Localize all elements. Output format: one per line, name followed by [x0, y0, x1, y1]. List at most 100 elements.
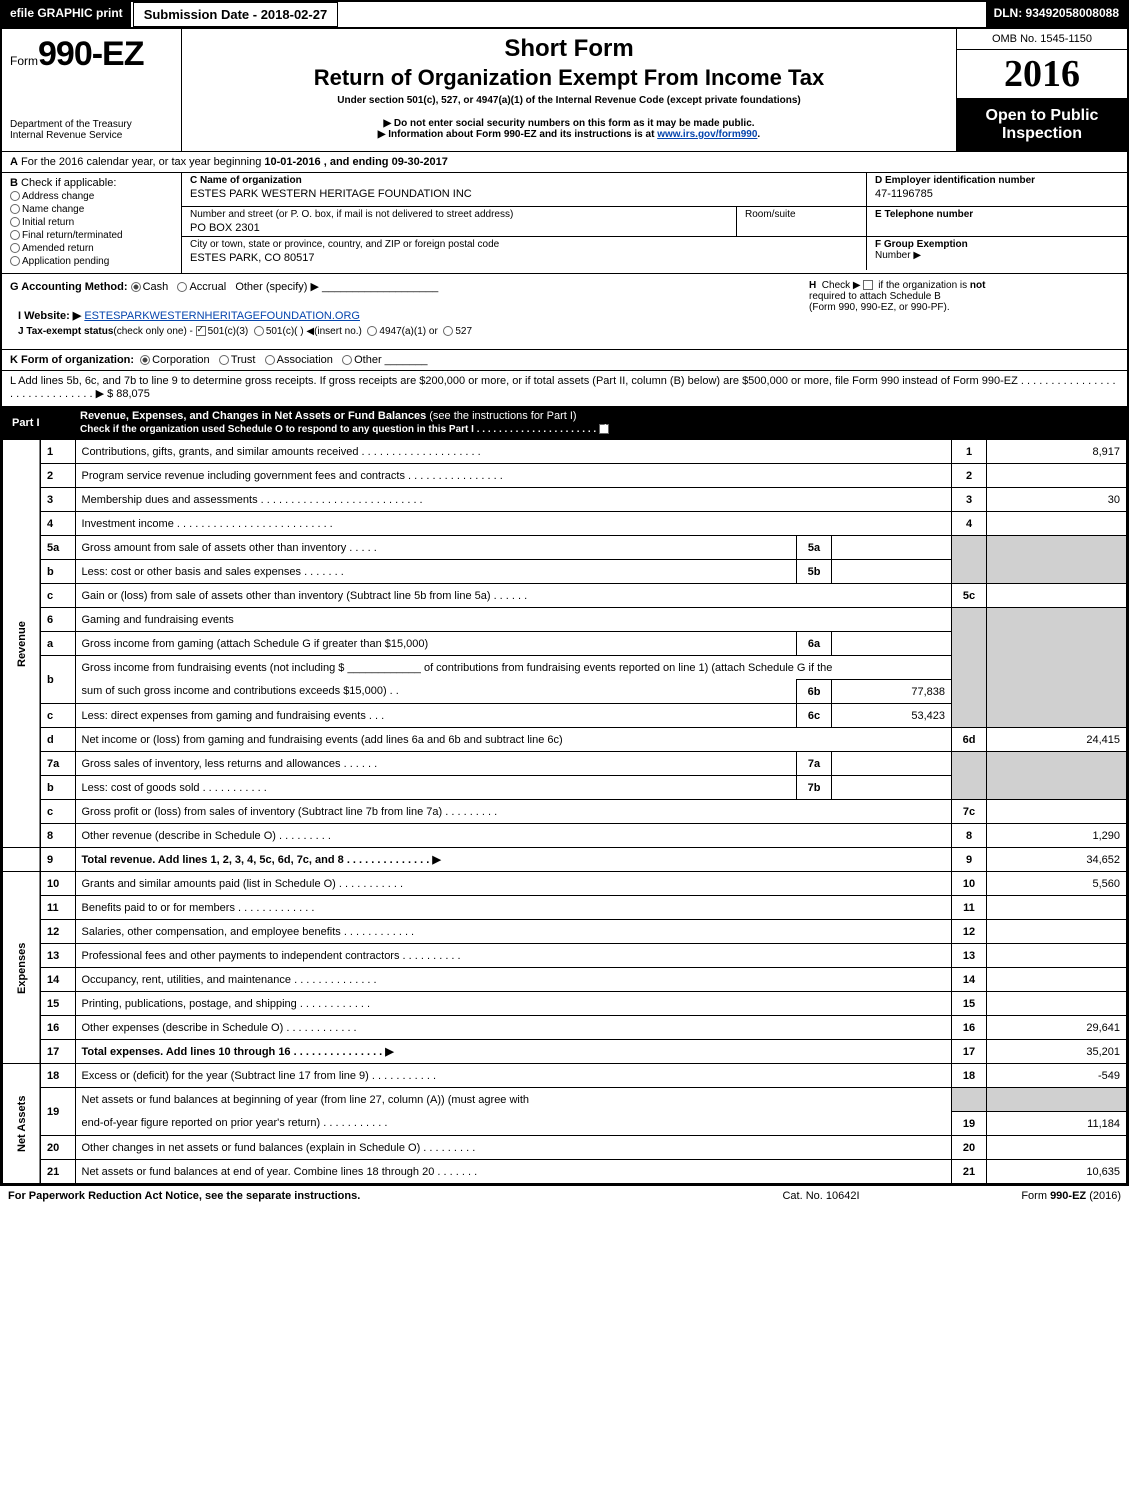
line-15: 15Printing, publications, postage, and s… [3, 992, 1127, 1016]
radio-cash[interactable] [131, 282, 141, 292]
notice-2: ▶ Information about Form 990-EZ and its … [190, 129, 948, 140]
line-5c: c Gain or (loss) from sale of assets oth… [3, 584, 1127, 608]
cb-address-change[interactable]: Address change [10, 191, 173, 202]
cb-h-check[interactable] [863, 280, 873, 290]
line-11: 11Benefits paid to or for members . . . … [3, 896, 1127, 920]
under-section: Under section 501(c), 527, or 4947(a)(1)… [190, 95, 948, 106]
row-j: J Tax-exempt status(check only one) - 50… [10, 324, 799, 343]
row-l: L Add lines 5b, 6c, and 7b to line 9 to … [2, 370, 1127, 406]
header-left: Form990-EZ Department of the Treasury In… [2, 29, 182, 151]
website-link[interactable]: ESTESPARKWESTERNHERITAGEFOUNDATION.ORG [84, 310, 360, 322]
part-1-header: Part I Revenue, Expenses, and Changes in… [2, 406, 1127, 439]
h-text2: if the organization is [878, 280, 970, 291]
org-name: ESTES PARK WESTERN HERITAGE FOUNDATION I… [190, 188, 858, 200]
g-other: Other (specify) ▶ [235, 281, 319, 293]
line-7c: c Gross profit or (loss) from sales of i… [3, 800, 1127, 824]
tax-year: 2016 [1004, 53, 1080, 95]
row-a-pre: For the 2016 calendar year, or tax year … [21, 156, 264, 168]
line-5a: 5a Gross amount from sale of assets othe… [3, 536, 1127, 560]
radio-trust[interactable] [219, 355, 229, 365]
dln-label: DLN: 93492058008088 [986, 2, 1127, 27]
end-date: 09-30-2017 [392, 156, 448, 168]
cb-name-change[interactable]: Name change [10, 204, 173, 215]
omb-number: OMB No. 1545-1150 [957, 29, 1127, 50]
cb-amended-return[interactable]: Amended return [10, 243, 173, 254]
line-13: 13Professional fees and other payments t… [3, 944, 1127, 968]
row-city: City or town, state or province, country… [182, 237, 1127, 270]
side-expenses: Expenses [3, 872, 41, 1064]
row-a-mid: , and ending [324, 156, 392, 168]
department-block: Department of the Treasury Internal Reve… [10, 119, 173, 141]
line-17: 17Total expenses. Add lines 10 through 1… [3, 1040, 1127, 1064]
e-label: E Telephone number [875, 209, 1119, 220]
line-10: Expenses 10 Grants and similar amounts p… [3, 872, 1127, 896]
city-value: ESTES PARK, CO 80517 [190, 252, 858, 264]
line-21: 21Net assets or fund balances at end of … [3, 1160, 1127, 1184]
row-a: A For the 2016 calendar year, or tax yea… [2, 151, 1127, 172]
label-a: A [10, 156, 18, 168]
footer-left: For Paperwork Reduction Act Notice, see … [8, 1190, 721, 1202]
notice-1: ▶ Do not enter social security numbers o… [190, 118, 948, 129]
org-name-block: C Name of organization ESTES PARK WESTER… [182, 173, 867, 206]
radio-assoc[interactable] [265, 355, 275, 365]
notice2-post: . [757, 129, 760, 140]
line-1: Revenue 1 Contributions, gifts, grants, … [3, 440, 1127, 464]
return-title: Return of Organization Exempt From Incom… [190, 65, 948, 91]
open-to-public: Open to Public Inspection [957, 99, 1127, 151]
side-revenue: Revenue [3, 440, 41, 848]
line-3: 3 Membership dues and assessments . . . … [3, 488, 1127, 512]
line-8: 8 Other revenue (describe in Schedule O)… [3, 824, 1127, 848]
b-header: B Check if applicable: [10, 177, 173, 189]
k-label: K Form of organization: [10, 354, 134, 366]
cb-application-pending[interactable]: Application pending [10, 256, 173, 267]
form-number: 990-EZ [38, 35, 144, 73]
e-phone-block: E Telephone number [867, 207, 1127, 236]
line-6d: d Net income or (loss) from gaming and f… [3, 728, 1127, 752]
d-ein-block: D Employer identification number 47-1196… [867, 173, 1127, 206]
dept-line1: Department of the Treasury [10, 119, 173, 130]
cb-527[interactable] [443, 326, 453, 336]
cb-schedule-o[interactable] [599, 424, 609, 434]
header-right: OMB No. 1545-1150 2016 Open to Public In… [957, 29, 1127, 151]
cb-4947[interactable] [367, 326, 377, 336]
h-text1: Check ▶ [822, 280, 861, 291]
radio-accrual[interactable] [177, 282, 187, 292]
footer: For Paperwork Reduction Act Notice, see … [0, 1186, 1129, 1206]
line-4: 4 Investment income . . . . . . . . . . … [3, 512, 1127, 536]
line-12: 12Salaries, other compensation, and empl… [3, 920, 1127, 944]
line-14: 14Occupancy, rent, utilities, and mainte… [3, 968, 1127, 992]
radio-corp[interactable] [140, 355, 150, 365]
city-block: City or town, state or province, country… [182, 237, 867, 270]
line-6: 6 Gaming and fundraising events [3, 608, 1127, 632]
form-990ez: efile GRAPHIC print Submission Date - 20… [0, 0, 1129, 1186]
f-group-block: F Group Exemption Number ▶ [867, 237, 1127, 270]
cb-501c3[interactable] [196, 326, 206, 336]
cb-final-return[interactable]: Final return/terminated [10, 230, 173, 241]
column-cde: C Name of organization ESTES PARK WESTER… [182, 173, 1127, 273]
form-number-block: Form990-EZ [10, 35, 173, 74]
cb-501c[interactable] [254, 326, 264, 336]
line-20: 20Other changes in net assets or fund ba… [3, 1136, 1127, 1160]
header-row: Form990-EZ Department of the Treasury In… [2, 29, 1127, 151]
row-gh: G Accounting Method: Cash Accrual Other … [2, 273, 1127, 349]
irs-link[interactable]: www.irs.gov/form990 [657, 129, 757, 140]
line-9: 9 Total revenue. Add lines 1, 2, 3, 4, 5… [3, 848, 1127, 872]
c-label: C Name of organization [190, 175, 858, 186]
part-1-title: Revenue, Expenses, and Changes in Net As… [72, 406, 1127, 439]
efile-print-label: efile GRAPHIC print [2, 2, 131, 27]
h-check: H Check ▶ if the organization is not req… [799, 280, 1119, 343]
tax-year-block: 2016 [957, 50, 1127, 99]
cb-initial-return[interactable]: Initial return [10, 217, 173, 228]
notice2-pre: ▶ Information about Form 990-EZ and its … [378, 129, 657, 140]
row-i: I Website: ▶ ESTESPARKWESTERNHERITAGEFOU… [10, 307, 799, 324]
address: PO BOX 2301 [190, 222, 728, 234]
open-line2: Inspection [961, 125, 1123, 143]
part-1-check-line: Check if the organization used Schedule … [80, 424, 1119, 435]
radio-other[interactable] [342, 355, 352, 365]
g-label: G Accounting Method: [10, 281, 128, 293]
open-line1: Open to Public [961, 107, 1123, 125]
f-label: F Group Exemption [875, 239, 1119, 250]
ein: 47-1196785 [875, 188, 1119, 200]
row-address: Number and street (or P. O. box, if mail… [182, 207, 1127, 237]
city-label: City or town, state or province, country… [190, 239, 858, 250]
